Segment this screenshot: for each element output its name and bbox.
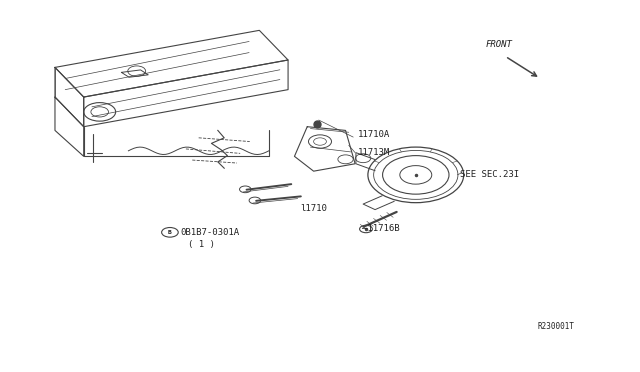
Text: R230001T: R230001T bbox=[538, 322, 575, 331]
Text: 11713M: 11713M bbox=[358, 148, 390, 157]
Text: l1710: l1710 bbox=[300, 204, 327, 213]
Text: —11716B: —11716B bbox=[362, 224, 399, 233]
Text: SEE SEC.23I: SEE SEC.23I bbox=[461, 170, 520, 179]
Text: 11710A: 11710A bbox=[358, 129, 390, 139]
Text: B: B bbox=[168, 230, 172, 235]
Text: 0B1B7-0301A: 0B1B7-0301A bbox=[180, 228, 240, 237]
Text: ( 1 ): ( 1 ) bbox=[188, 240, 215, 249]
Text: FRONT: FRONT bbox=[485, 40, 512, 49]
